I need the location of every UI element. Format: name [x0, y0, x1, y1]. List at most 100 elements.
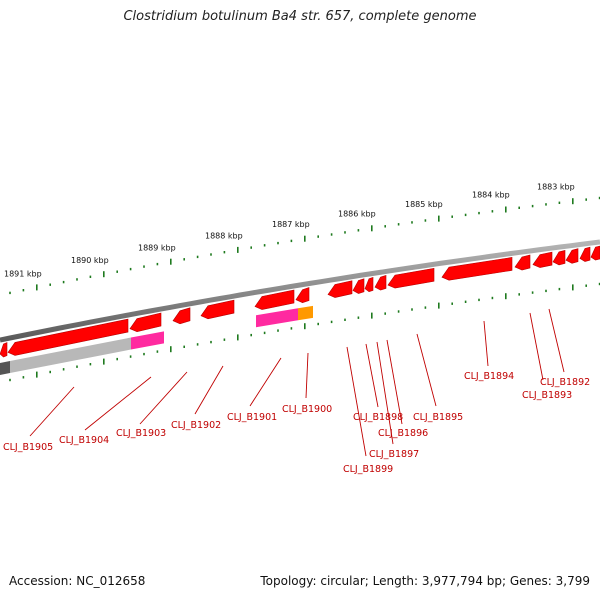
- inner-minor-tick: [424, 306, 427, 309]
- leader-line: [529, 312, 544, 381]
- inner-minor-tick: [384, 312, 386, 315]
- minor-tick: [531, 204, 534, 208]
- scale-label: 1891 kbp: [4, 270, 42, 279]
- inner-major-tick: [572, 284, 574, 291]
- minor-tick: [62, 280, 65, 284]
- gray-feature-dark: [0, 361, 10, 375]
- inner-minor-tick: [518, 293, 520, 296]
- inner-minor-tick: [585, 284, 587, 287]
- inner-minor-tick: [558, 287, 561, 291]
- gene-label: CLJ_B1896: [378, 428, 428, 439]
- accession-text: Accession: NC_012658: [9, 574, 146, 588]
- minor-tick: [9, 291, 11, 295]
- gene-arrow: [374, 274, 387, 291]
- inner-minor-tick: [129, 355, 132, 358]
- minor-tick: [451, 215, 453, 218]
- inner-minor-tick: [357, 316, 360, 319]
- major-tick: [572, 198, 574, 205]
- minor-tick: [116, 270, 118, 273]
- inner-minor-tick: [183, 345, 185, 348]
- leader-line: [416, 333, 437, 407]
- map-title: Clostridium botulinum Ba4 str. 657, comp…: [123, 9, 477, 24]
- gene-label: CLJ_B1902: [171, 420, 221, 431]
- minor-tick: [585, 198, 587, 201]
- gene-arrow: [254, 289, 295, 310]
- gene-arrow: [387, 267, 435, 289]
- major-tick: [103, 271, 105, 278]
- gene-label: CLJ_B1903: [116, 428, 166, 439]
- minor-tick: [49, 283, 51, 286]
- major-tick: [36, 284, 38, 291]
- gene-arrow: [7, 318, 129, 356]
- minor-tick: [478, 211, 480, 215]
- gene-arrow: [579, 246, 591, 262]
- major-tick: [438, 215, 440, 222]
- minor-tick: [250, 246, 252, 249]
- inner-minor-tick: [411, 308, 413, 311]
- genome-summary-text: Topology: circular; Length: 3,977,794 bp…: [260, 574, 590, 588]
- minor-tick: [397, 223, 400, 226]
- inner-major-tick: [36, 371, 38, 378]
- scale-label: 1886 kbp: [338, 210, 376, 219]
- minor-tick: [491, 210, 494, 213]
- leader-line: [365, 343, 379, 408]
- gene-label: CLJ_B1892: [540, 377, 590, 388]
- inner-minor-tick: [290, 327, 293, 330]
- inner-minor-tick: [464, 300, 467, 303]
- major-tick: [505, 206, 507, 213]
- gene-label: CLJ_B1899: [343, 464, 393, 475]
- gene-arrow: [552, 250, 566, 266]
- scale-label: 1889 kbp: [138, 243, 176, 252]
- scale-label: 1888 kbp: [205, 231, 243, 240]
- inner-major-tick: [170, 346, 172, 353]
- gene-arrow: [295, 287, 310, 304]
- inner-minor-tick: [531, 291, 534, 294]
- inner-minor-tick: [250, 333, 252, 337]
- major-tick: [371, 225, 373, 232]
- minor-tick: [344, 231, 346, 234]
- inner-minor-tick: [62, 368, 65, 371]
- label-leader-lines: [29, 308, 565, 457]
- scale-labels: 1891 kbp 1890 kbp 1889 kbp 1888 kbp 1887 kbp…: [4, 182, 575, 278]
- minor-tick: [143, 265, 145, 268]
- major-tick: [237, 246, 239, 253]
- gene-label: CLJ_B1901: [227, 412, 277, 423]
- inner-minor-tick: [210, 340, 212, 344]
- gene-labels: CLJ_B1905 CLJ_B1904 CLJ_B1903 CLJ_B1902 CLJ_…: [3, 371, 590, 475]
- inner-tick-dots: [9, 282, 600, 382]
- inner-minor-tick: [9, 378, 11, 382]
- inner-minor-tick: [196, 343, 199, 346]
- inner-major-tick: [237, 334, 239, 341]
- inner-minor-tick: [330, 320, 333, 324]
- gray-feature: [10, 337, 131, 373]
- inner-major-tick: [103, 358, 105, 365]
- gene-label: CLJ_B1894: [464, 371, 514, 382]
- inner-major-tick: [438, 302, 440, 309]
- inner-minor-tick: [451, 302, 453, 305]
- minor-tick: [518, 206, 520, 209]
- genome-backbone: [0, 239, 600, 343]
- inner-minor-tick: [143, 352, 145, 356]
- inner-major-tick: [371, 312, 373, 319]
- inner-minor-tick: [76, 365, 78, 368]
- backbone-line: [0, 239, 600, 343]
- minor-tick: [598, 196, 600, 200]
- inner-minor-tick: [478, 298, 480, 302]
- inner-minor-tick: [344, 318, 346, 321]
- inner-major-tick: [505, 293, 507, 300]
- inner-minor-tick: [277, 329, 279, 332]
- minor-tick: [263, 244, 266, 247]
- inner-minor-tick: [49, 370, 51, 374]
- gene-label: CLJ_B1900: [282, 404, 332, 415]
- rrna-feature: [256, 308, 298, 328]
- major-tick: [170, 258, 172, 265]
- inner-minor-tick: [598, 282, 600, 286]
- leader-line: [376, 341, 394, 445]
- scale-label: 1887 kbp: [272, 220, 310, 229]
- minor-tick: [464, 213, 467, 217]
- scale-label: 1884 kbp: [472, 191, 510, 200]
- leader-line: [249, 357, 282, 407]
- minor-tick: [223, 251, 226, 254]
- inner-minor-tick: [545, 289, 547, 293]
